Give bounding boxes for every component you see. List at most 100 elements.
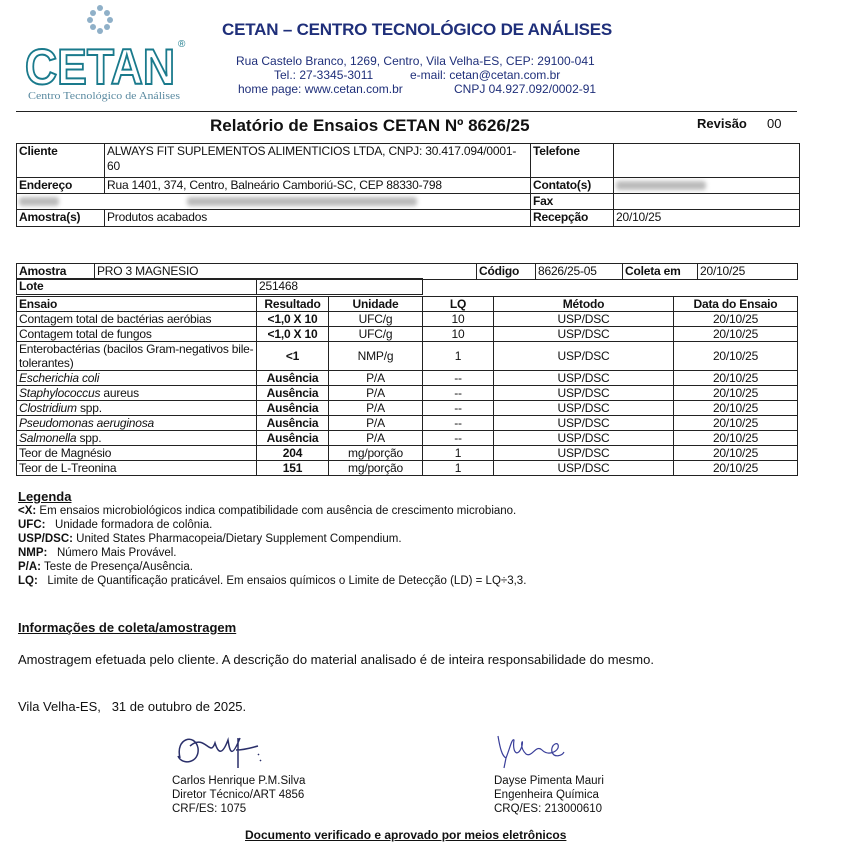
svg-text:®: ®: [178, 39, 186, 50]
test-name-text: Teor de Magnésio: [19, 446, 112, 460]
test-unit: P/A: [328, 430, 423, 446]
test-name-text: Teor de L-Treonina: [19, 461, 117, 475]
test-name-text: spp.: [76, 431, 102, 445]
legend-text: Limite de Quantificação praticável. Em e…: [37, 575, 527, 587]
test-date: 20/10/25: [673, 385, 798, 401]
test-name-italic: Clostridium: [19, 401, 77, 415]
test-method: USP/DSC: [493, 400, 674, 416]
collection-info-text: Amostragem efetuada pelo cliente. A desc…: [18, 652, 654, 667]
reception-value: 20/10/25: [613, 209, 800, 227]
client-label: Cliente: [16, 143, 105, 178]
test-row: Contagem total de bactérias aeróbias <1,0…: [16, 311, 798, 327]
test-method: USP/DSC: [493, 415, 674, 431]
reception-label: Recepção: [530, 209, 614, 227]
phone-label: Telefone: [530, 143, 614, 178]
test-date: 20/10/25: [673, 430, 798, 446]
test-date: 20/10/25: [673, 370, 798, 386]
legend-text: Número Mais Provável.: [47, 547, 177, 559]
report-title: Relatório de Ensaios CETAN Nº 8626/25: [210, 116, 530, 135]
place-date: Vila Velha-ES, 31 de outubro de 2025.: [18, 699, 247, 714]
fax-value: [613, 193, 800, 210]
collection-value: 20/10/25: [697, 263, 798, 280]
code-value: 8626/25-05: [535, 263, 623, 280]
test-lq: 1: [422, 460, 494, 476]
tests-header-row: Ensaio Resultado Unidade LQ Método Data …: [16, 296, 798, 312]
test-name: Pseudomonas aeruginosa: [16, 415, 257, 431]
legend-item: NMP: Número Mais Provável.: [18, 547, 177, 559]
test-lq: 10: [422, 311, 494, 327]
test-unit: mg/porção: [328, 460, 423, 476]
test-row: Staphylococcus aureus Ausência P/A -- USP/DS…: [16, 385, 798, 401]
test-row: Teor de Magnésio 204 mg/porção 1 USP/DSC 20/1…: [16, 445, 798, 461]
test-row: Teor de L-Treonina 151 mg/porção 1 USP/DSC 20…: [16, 460, 798, 476]
test-method: USP/DSC: [493, 341, 674, 371]
contact-label: Contato(s): [530, 177, 614, 194]
samples-value: Produtos acabados: [104, 209, 531, 227]
test-date: 20/10/25: [673, 460, 798, 476]
legend-key: USP/DSC:: [18, 533, 73, 545]
test-unit: P/A: [328, 385, 423, 401]
legend-text: United States Pharmacopeia/Dietary Suppl…: [72, 533, 402, 545]
test-unit: mg/porção: [328, 445, 423, 461]
test-lq: --: [422, 430, 494, 446]
legend-title: Legenda: [18, 489, 72, 504]
revision-label: Revisão: [697, 116, 747, 131]
samples-label: Amostra(s): [16, 209, 105, 227]
test-result: 204: [256, 445, 329, 461]
tests-table: Ensaio Resultado Unidade LQ Método Data …: [16, 296, 798, 476]
legend-item: LQ: Limite de Quantificação praticável. …: [18, 575, 526, 587]
address-label: Endereço: [16, 177, 105, 194]
client-value: ALWAYS FIT SUPLEMENTOS ALIMENTICIOS LTDA…: [104, 143, 531, 178]
test-name-text: Enterobactérias (bacilos Gram-negativos …: [19, 342, 254, 370]
test-name: Enterobactérias (bacilos Gram-negativos …: [16, 341, 257, 371]
signatory-2-role: Engenheira Química: [494, 789, 599, 801]
signatory-2-reg: CRQ/ES: 213000610: [494, 803, 603, 815]
test-method: USP/DSC: [493, 370, 674, 386]
legend-key: UFC:: [18, 519, 46, 531]
test-result: Ausência: [256, 415, 329, 431]
signatory-1-reg: CRF/ES: 1075: [172, 803, 247, 815]
test-row: Escherichia coli Ausência P/A -- USP/DSC 20/1…: [16, 370, 798, 386]
test-method: USP/DSC: [493, 445, 674, 461]
collection-info-title: Informações de coleta/amostragem: [18, 620, 237, 635]
test-result: Ausência: [256, 400, 329, 416]
test-row: Clostridium spp. Ausência P/A -- USP/DSC 20/1…: [16, 400, 798, 416]
header-unidade: Unidade: [328, 296, 423, 312]
test-lq: --: [422, 385, 494, 401]
lab-homepage[interactable]: home page: www.cetan.com.br: [238, 82, 403, 96]
test-row: Contagem total de fungos <1,0 X 10 UFC/g 10…: [16, 326, 798, 342]
svg-text:Centro Tecnológico de Análises: Centro Tecnológico de Análises: [28, 91, 180, 102]
test-name-text: aureus: [100, 386, 139, 400]
test-method: USP/DSC: [493, 326, 674, 342]
revision-value: 00: [767, 116, 782, 131]
lab-phone: Tel.: 27-3345-3011: [274, 68, 374, 82]
email-label-redacted: [16, 193, 105, 210]
lab-email[interactable]: e-mail: cetan@cetan.com.br: [410, 68, 561, 82]
test-name: Staphylococcus aureus: [16, 385, 257, 401]
test-result: Ausência: [256, 385, 329, 401]
test-unit: UFC/g: [328, 326, 423, 342]
test-name: Salmonella spp.: [16, 430, 257, 446]
legend-item: UFC: Unidade formadora de colônia.: [18, 519, 212, 531]
verification-footer: Documento verificado e aprovado por meio…: [245, 828, 567, 842]
test-name: Teor de L-Treonina: [16, 460, 257, 476]
code-label: Código: [476, 263, 536, 280]
legend-key: <X:: [18, 505, 37, 517]
legend-key: LQ:: [18, 575, 38, 587]
test-unit: P/A: [328, 400, 423, 416]
test-name: Teor de Magnésio: [16, 445, 257, 461]
test-name-text: spp.: [76, 401, 102, 415]
test-result: Ausência: [256, 430, 329, 446]
test-name-italic: Escherichia coli: [19, 371, 100, 385]
test-lq: --: [422, 415, 494, 431]
lab-name: CETAN – CENTRO TECNOLÓGICO DE ANÁLISES: [222, 20, 613, 39]
header-ensaio: Ensaio: [16, 296, 257, 312]
test-unit: NMP/g: [328, 341, 423, 371]
legend-key: NMP:: [18, 547, 48, 559]
test-method: USP/DSC: [493, 385, 674, 401]
header-divider: [16, 111, 797, 112]
test-lq: --: [422, 370, 494, 386]
test-name: Contagem total de fungos: [16, 326, 257, 342]
legend-text: Em ensaios microbiológicos indica compat…: [36, 505, 517, 517]
test-unit: P/A: [328, 370, 423, 386]
